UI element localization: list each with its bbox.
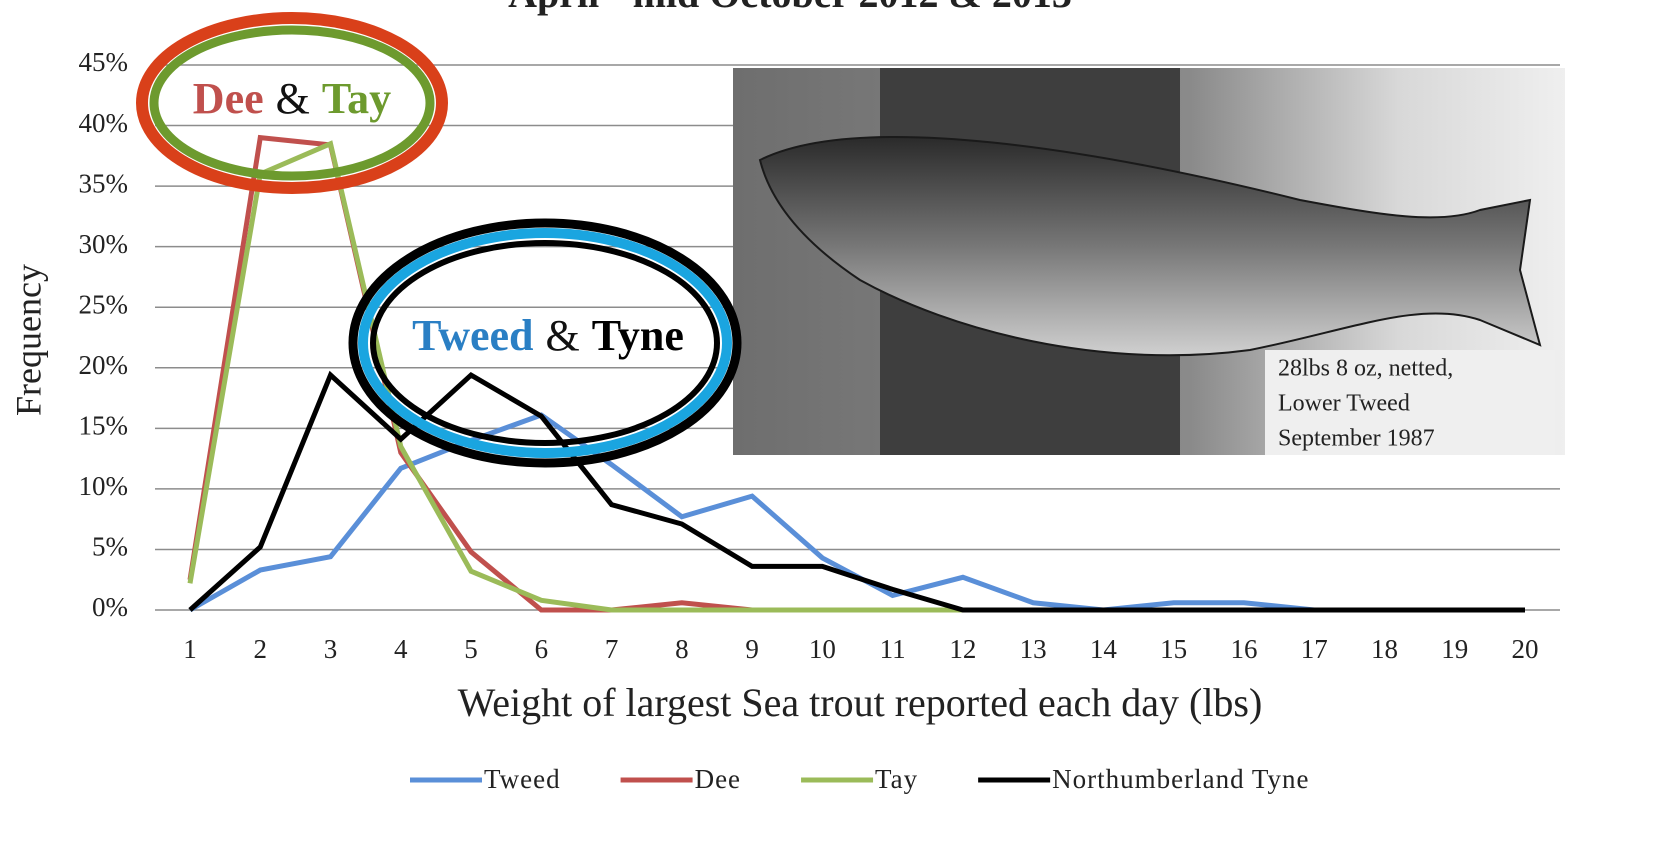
highlight-part: Tay — [322, 74, 391, 123]
legend-label: Dee — [695, 764, 741, 794]
y-tick-label: 30% — [79, 229, 129, 259]
x-tick-label: 18 — [1371, 634, 1398, 664]
photo — [733, 68, 1565, 455]
y-tick-label: 45% — [79, 47, 129, 77]
highlight-label: Dee&Tay — [193, 74, 391, 123]
y-tick-label: 20% — [79, 350, 129, 380]
x-tick-label: 10 — [809, 634, 836, 664]
chart: April - mid October 2012 & 2013 Frequenc… — [0, 0, 1665, 851]
x-tick-label: 2 — [254, 634, 268, 664]
x-tick-label: 8 — [675, 634, 689, 664]
x-tick-label: 4 — [394, 634, 408, 664]
y-axis-title: Frequency — [8, 264, 48, 416]
x-tick-label: 13 — [1020, 634, 1047, 664]
legend: Tweed Dee Tay Northumberland Tyne — [410, 764, 1309, 794]
x-tick-label: 20 — [1512, 634, 1539, 664]
highlight-part: & — [546, 311, 580, 360]
legend-label: Northumberland Tyne — [1052, 764, 1309, 794]
highlight-part: Dee — [193, 74, 264, 123]
y-tick-label: 5% — [92, 532, 128, 562]
x-tick-label: 16 — [1230, 634, 1257, 664]
x-tick-label: 1 — [183, 634, 197, 664]
x-tick-label: 5 — [464, 634, 478, 664]
y-tick-label: 10% — [79, 471, 129, 501]
x-tick-label: 9 — [745, 634, 759, 664]
x-tick-label: 19 — [1441, 634, 1468, 664]
x-tick-label: 7 — [605, 634, 619, 664]
x-tick-label: 14 — [1090, 634, 1118, 664]
x-axis-title: Weight of largest Sea trout reported eac… — [458, 680, 1263, 725]
y-tick-label: 25% — [79, 289, 129, 319]
caption-line: September 1987 — [1278, 426, 1435, 452]
y-tick-label: 15% — [79, 411, 129, 441]
x-tick-label: 3 — [324, 634, 338, 664]
x-tick-label: 12 — [949, 634, 976, 664]
y-tick-label: 40% — [79, 108, 129, 138]
caption-line: Lower Tweed — [1278, 391, 1410, 417]
legend-label: Tay — [875, 764, 918, 794]
x-tick-label: 11 — [880, 634, 906, 664]
highlight-part: & — [276, 74, 310, 123]
caption-line: 28lbs 8 oz, netted, — [1278, 356, 1453, 382]
x-tick-label: 6 — [535, 634, 549, 664]
legend-label: Tweed — [484, 764, 561, 794]
chart-title: April - mid October 2012 & 2013 — [508, 0, 1072, 16]
y-tick-label: 0% — [92, 592, 128, 622]
highlight-part: Tweed — [412, 311, 533, 360]
highlight-part: Tyne — [592, 311, 684, 360]
highlight-label: Tweed&Tyne — [412, 311, 684, 360]
y-tick-label: 35% — [79, 168, 129, 198]
x-tick-label: 17 — [1301, 634, 1328, 664]
x-tick-label: 15 — [1160, 634, 1187, 664]
